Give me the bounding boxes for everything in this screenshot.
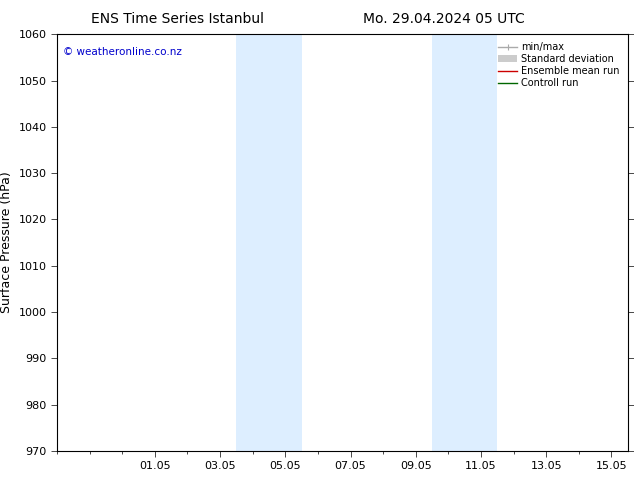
Y-axis label: Surface Pressure (hPa): Surface Pressure (hPa) bbox=[0, 172, 13, 314]
Text: © weatheronline.co.nz: © weatheronline.co.nz bbox=[63, 47, 181, 57]
Text: Mo. 29.04.2024 05 UTC: Mo. 29.04.2024 05 UTC bbox=[363, 12, 525, 26]
Legend: min/max, Standard deviation, Ensemble mean run, Controll run: min/max, Standard deviation, Ensemble me… bbox=[495, 39, 623, 91]
Text: ENS Time Series Istanbul: ENS Time Series Istanbul bbox=[91, 12, 264, 26]
Bar bbox=[236, 34, 302, 451]
Bar bbox=[432, 34, 497, 451]
